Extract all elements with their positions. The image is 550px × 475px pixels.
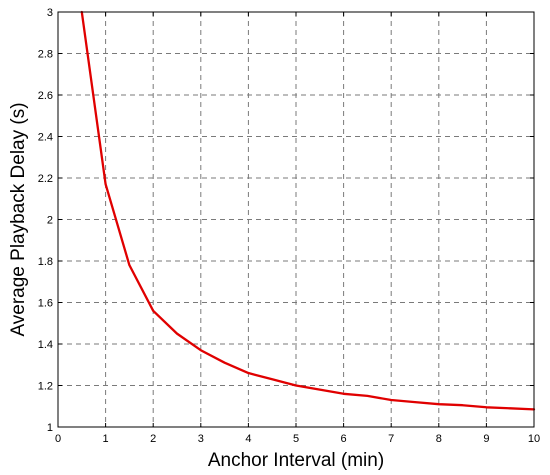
x-tick-label: 5 bbox=[293, 433, 299, 445]
y-tick-label: 2.4 bbox=[38, 132, 53, 144]
x-tick-label: 7 bbox=[388, 433, 394, 445]
y-tick-label: 1.8 bbox=[38, 256, 53, 268]
y-axis-label: Average Playback Delay (s) bbox=[8, 102, 29, 336]
y-tick-label: 2.6 bbox=[38, 90, 53, 102]
y-tick-label: 2.8 bbox=[38, 49, 53, 61]
y-tick-label: 1.4 bbox=[38, 339, 53, 351]
grid bbox=[58, 12, 534, 427]
x-tick-label: 6 bbox=[341, 433, 347, 445]
series-line bbox=[80, 10, 536, 411]
series-layer bbox=[80, 10, 536, 411]
x-tick-label: 10 bbox=[528, 433, 540, 445]
y-tick-label: 1.2 bbox=[38, 381, 53, 393]
x-tick-label: 0 bbox=[55, 433, 61, 445]
x-tick-label: 3 bbox=[198, 433, 204, 445]
x-axis-label: Anchor Interval (min) bbox=[208, 450, 384, 471]
y-tick-label: 2 bbox=[47, 215, 53, 227]
y-tick-label: 2.2 bbox=[38, 173, 53, 185]
y-tick-label: 3 bbox=[47, 7, 53, 19]
x-tick-label: 2 bbox=[150, 433, 156, 445]
x-tick-label: 4 bbox=[245, 433, 251, 445]
y-tick-label: 1 bbox=[47, 422, 53, 434]
x-tick-label: 8 bbox=[436, 433, 442, 445]
x-tick-label: 1 bbox=[103, 433, 109, 445]
y-tick-label: 1.6 bbox=[38, 298, 53, 310]
x-tick-label: 9 bbox=[483, 433, 489, 445]
